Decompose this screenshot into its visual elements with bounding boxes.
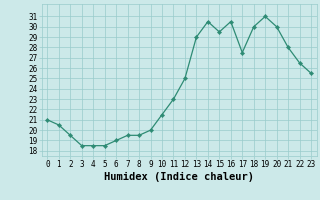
- X-axis label: Humidex (Indice chaleur): Humidex (Indice chaleur): [104, 172, 254, 182]
